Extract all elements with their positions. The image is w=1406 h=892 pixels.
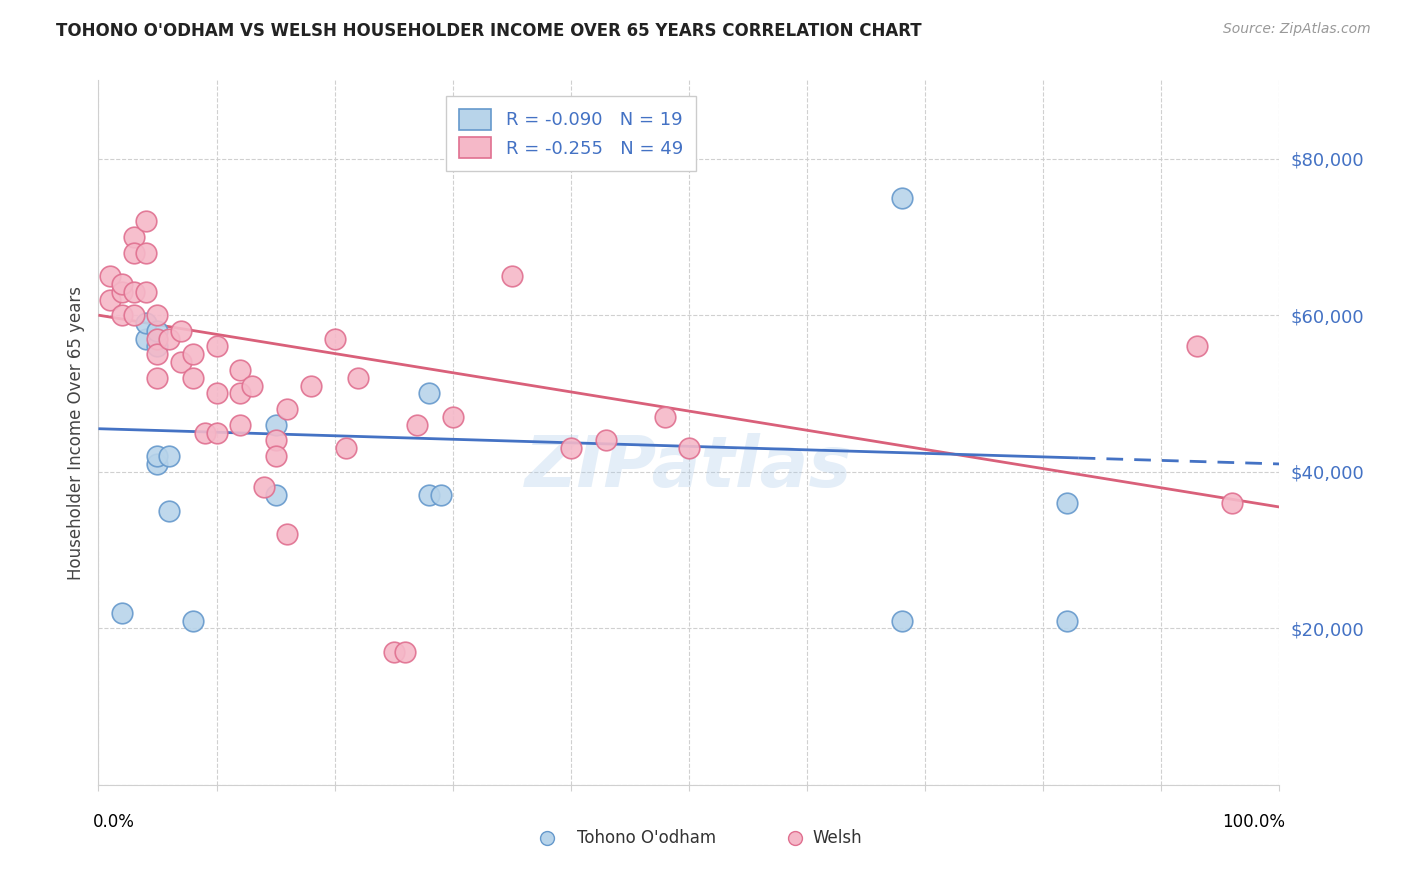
Point <box>1220 496 1243 510</box>
Point <box>654 409 676 424</box>
Point <box>205 425 228 440</box>
Point <box>299 378 322 392</box>
Point <box>146 371 169 385</box>
Point <box>418 488 440 502</box>
Point <box>146 347 169 361</box>
Text: 100.0%: 100.0% <box>1222 814 1285 831</box>
Point <box>111 285 134 299</box>
Point <box>1056 614 1078 628</box>
Point <box>135 285 157 299</box>
Text: TOHONO O'ODHAM VS WELSH HOUSEHOLDER INCOME OVER 65 YEARS CORRELATION CHART: TOHONO O'ODHAM VS WELSH HOUSEHOLDER INCO… <box>56 22 922 40</box>
Point <box>135 245 157 260</box>
Point <box>890 614 912 628</box>
Point <box>394 645 416 659</box>
Point <box>441 409 464 424</box>
Point <box>146 339 169 353</box>
Text: 0.0%: 0.0% <box>93 814 135 831</box>
Point <box>205 386 228 401</box>
Point <box>146 324 169 338</box>
Point <box>111 277 134 291</box>
Point <box>170 324 193 338</box>
Point <box>418 386 440 401</box>
Point <box>264 449 287 463</box>
Text: Tohono O'odham: Tohono O'odham <box>576 829 716 847</box>
Point <box>135 332 157 346</box>
Point <box>205 339 228 353</box>
Point <box>135 316 157 330</box>
Y-axis label: Householder Income Over 65 years: Householder Income Over 65 years <box>66 285 84 580</box>
Point <box>276 527 298 541</box>
Text: ZIPatlas: ZIPatlas <box>526 434 852 502</box>
Point <box>264 434 287 448</box>
Point <box>111 308 134 322</box>
Point <box>98 293 121 307</box>
Point <box>181 614 204 628</box>
Text: Source: ZipAtlas.com: Source: ZipAtlas.com <box>1223 22 1371 37</box>
Point <box>595 434 617 448</box>
Point <box>264 488 287 502</box>
Point <box>323 332 346 346</box>
Point <box>146 332 169 346</box>
Point <box>98 268 121 283</box>
Point <box>135 214 157 228</box>
Point <box>240 378 263 392</box>
Point <box>1056 496 1078 510</box>
Point <box>785 778 807 792</box>
Point <box>146 457 169 471</box>
Point <box>253 480 276 494</box>
Point <box>157 504 180 518</box>
Point <box>536 778 558 792</box>
Point <box>406 417 429 432</box>
Legend: R = -0.090   N = 19, R = -0.255   N = 49: R = -0.090 N = 19, R = -0.255 N = 49 <box>446 96 696 170</box>
Point <box>157 449 180 463</box>
Point <box>678 442 700 456</box>
Point <box>229 363 252 377</box>
Point <box>146 449 169 463</box>
Point <box>111 606 134 620</box>
Point <box>122 308 145 322</box>
Point <box>181 371 204 385</box>
Point <box>1185 339 1208 353</box>
Point <box>157 332 180 346</box>
Point <box>264 417 287 432</box>
Point <box>194 425 217 440</box>
Point <box>122 245 145 260</box>
Point <box>181 347 204 361</box>
Point <box>382 645 405 659</box>
Point <box>276 402 298 417</box>
Point <box>229 417 252 432</box>
Point <box>122 230 145 244</box>
Point <box>347 371 370 385</box>
Point <box>560 442 582 456</box>
Point <box>890 191 912 205</box>
Point <box>501 268 523 283</box>
Point <box>229 386 252 401</box>
Point <box>335 442 357 456</box>
Point <box>430 488 453 502</box>
Point <box>170 355 193 369</box>
Point <box>146 308 169 322</box>
Point <box>122 285 145 299</box>
Text: Welsh: Welsh <box>813 829 862 847</box>
